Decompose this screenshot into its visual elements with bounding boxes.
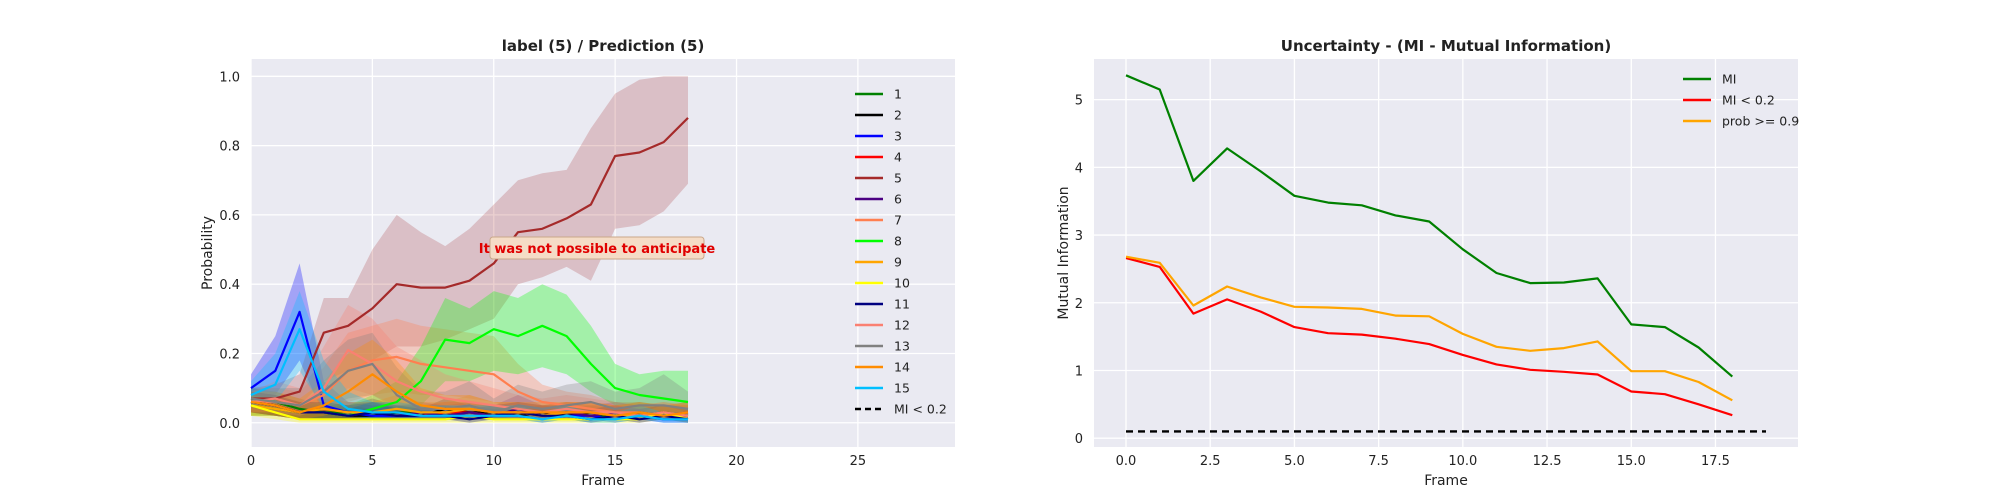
- annotation-text: It was not possible to anticipate: [479, 242, 716, 257]
- legend-label-3: 3: [894, 129, 902, 144]
- x-tick-label: 10.0: [1448, 454, 1477, 469]
- y-tick-label: 4: [1075, 161, 1083, 176]
- y-tick-label: 0.6: [219, 209, 240, 224]
- x-ticks-probability: 0 5 10 15 20 25: [247, 454, 866, 469]
- plot-area-uncertainty: [1094, 59, 1798, 447]
- legend-label-7: 7: [894, 213, 902, 228]
- x-tick-label: 15: [607, 454, 624, 469]
- probability-chart: 0 5 10 15 20 25 0.00.20.40.60.81.0 label (5) …: [200, 37, 955, 489]
- legend-label-8: 8: [894, 234, 902, 249]
- legend-label-15: 15: [894, 381, 910, 396]
- legend-label-mi-0-2: MI < 0.2: [1722, 93, 1775, 108]
- legend-label-5: 5: [894, 171, 902, 186]
- y-axis-label-uncertainty: Mutual Information: [1056, 186, 1072, 319]
- x-tick-label: 0: [247, 454, 255, 469]
- y-axis-label-probability: Probability: [200, 216, 216, 290]
- y-tick-label: 0.0: [219, 417, 240, 432]
- x-ticks-uncertainty: 0.0 2.5 5.0 7.5 10.0 12.5 15.0 17.5: [1116, 454, 1730, 469]
- legend-label-mi-0-2: MI < 0.2: [894, 402, 947, 417]
- chart-title-probability: label (5) / Prediction (5): [502, 37, 705, 55]
- x-tick-label: 20: [728, 454, 745, 469]
- legend-label-6: 6: [894, 192, 902, 207]
- x-axis-label-probability: Frame: [581, 473, 625, 489]
- x-tick-label: 12.5: [1533, 454, 1562, 469]
- chart-title-uncertainty: Uncertainty - (MI - Mutual Information): [1281, 37, 1611, 55]
- y-ticks-probability: 0.0 0.2 0.4 0.6 0.8 1.0: [219, 70, 240, 431]
- y-tick-label: 1.0: [219, 70, 240, 85]
- y-tick-label: 5: [1075, 94, 1083, 109]
- x-tick-label: 0.0: [1116, 454, 1137, 469]
- x-tick-label: 25: [850, 454, 867, 469]
- legend-label-1: 1: [894, 87, 902, 102]
- y-ticks-uncertainty: 0 1 2 3 4 5: [1075, 94, 1083, 448]
- uncertainty-chart: 0.0 2.5 5.0 7.5 10.0 12.5 15.0 17.5 0 1 2 3 4 5 Unce…: [1056, 37, 1799, 489]
- x-tick-label: 5.0: [1284, 454, 1305, 469]
- legend-label-11: 11: [894, 297, 910, 312]
- legend-label-4: 4: [894, 150, 902, 165]
- legend-label-prob-0-9: prob >= 0.9: [1722, 114, 1799, 129]
- x-tick-label: 7.5: [1368, 454, 1389, 469]
- legend-label-9: 9: [894, 255, 902, 270]
- x-tick-label: 2.5: [1200, 454, 1221, 469]
- y-tick-label: 0: [1075, 432, 1083, 447]
- y-tick-label: 0.2: [219, 347, 240, 362]
- x-tick-label: 15.0: [1617, 454, 1646, 469]
- legend-label-mi: MI: [1722, 72, 1736, 87]
- y-tick-label: 0.8: [219, 140, 240, 155]
- legend-label-13: 13: [894, 339, 910, 354]
- anticipation-annotation: It was not possible to anticipate: [479, 237, 716, 259]
- y-tick-label: 2: [1075, 297, 1083, 312]
- legend-label-14: 14: [894, 360, 910, 375]
- y-tick-label: 0.4: [219, 278, 240, 293]
- y-tick-label: 3: [1075, 229, 1083, 244]
- x-tick-label: 5: [368, 454, 376, 469]
- legend-label-12: 12: [894, 318, 910, 333]
- legend-label-10: 10: [894, 276, 910, 291]
- legend-label-2: 2: [894, 108, 902, 123]
- x-tick-label: 10: [485, 454, 502, 469]
- x-tick-label: 17.5: [1701, 454, 1730, 469]
- y-tick-label: 1: [1075, 364, 1083, 379]
- x-axis-label-uncertainty: Frame: [1424, 473, 1468, 489]
